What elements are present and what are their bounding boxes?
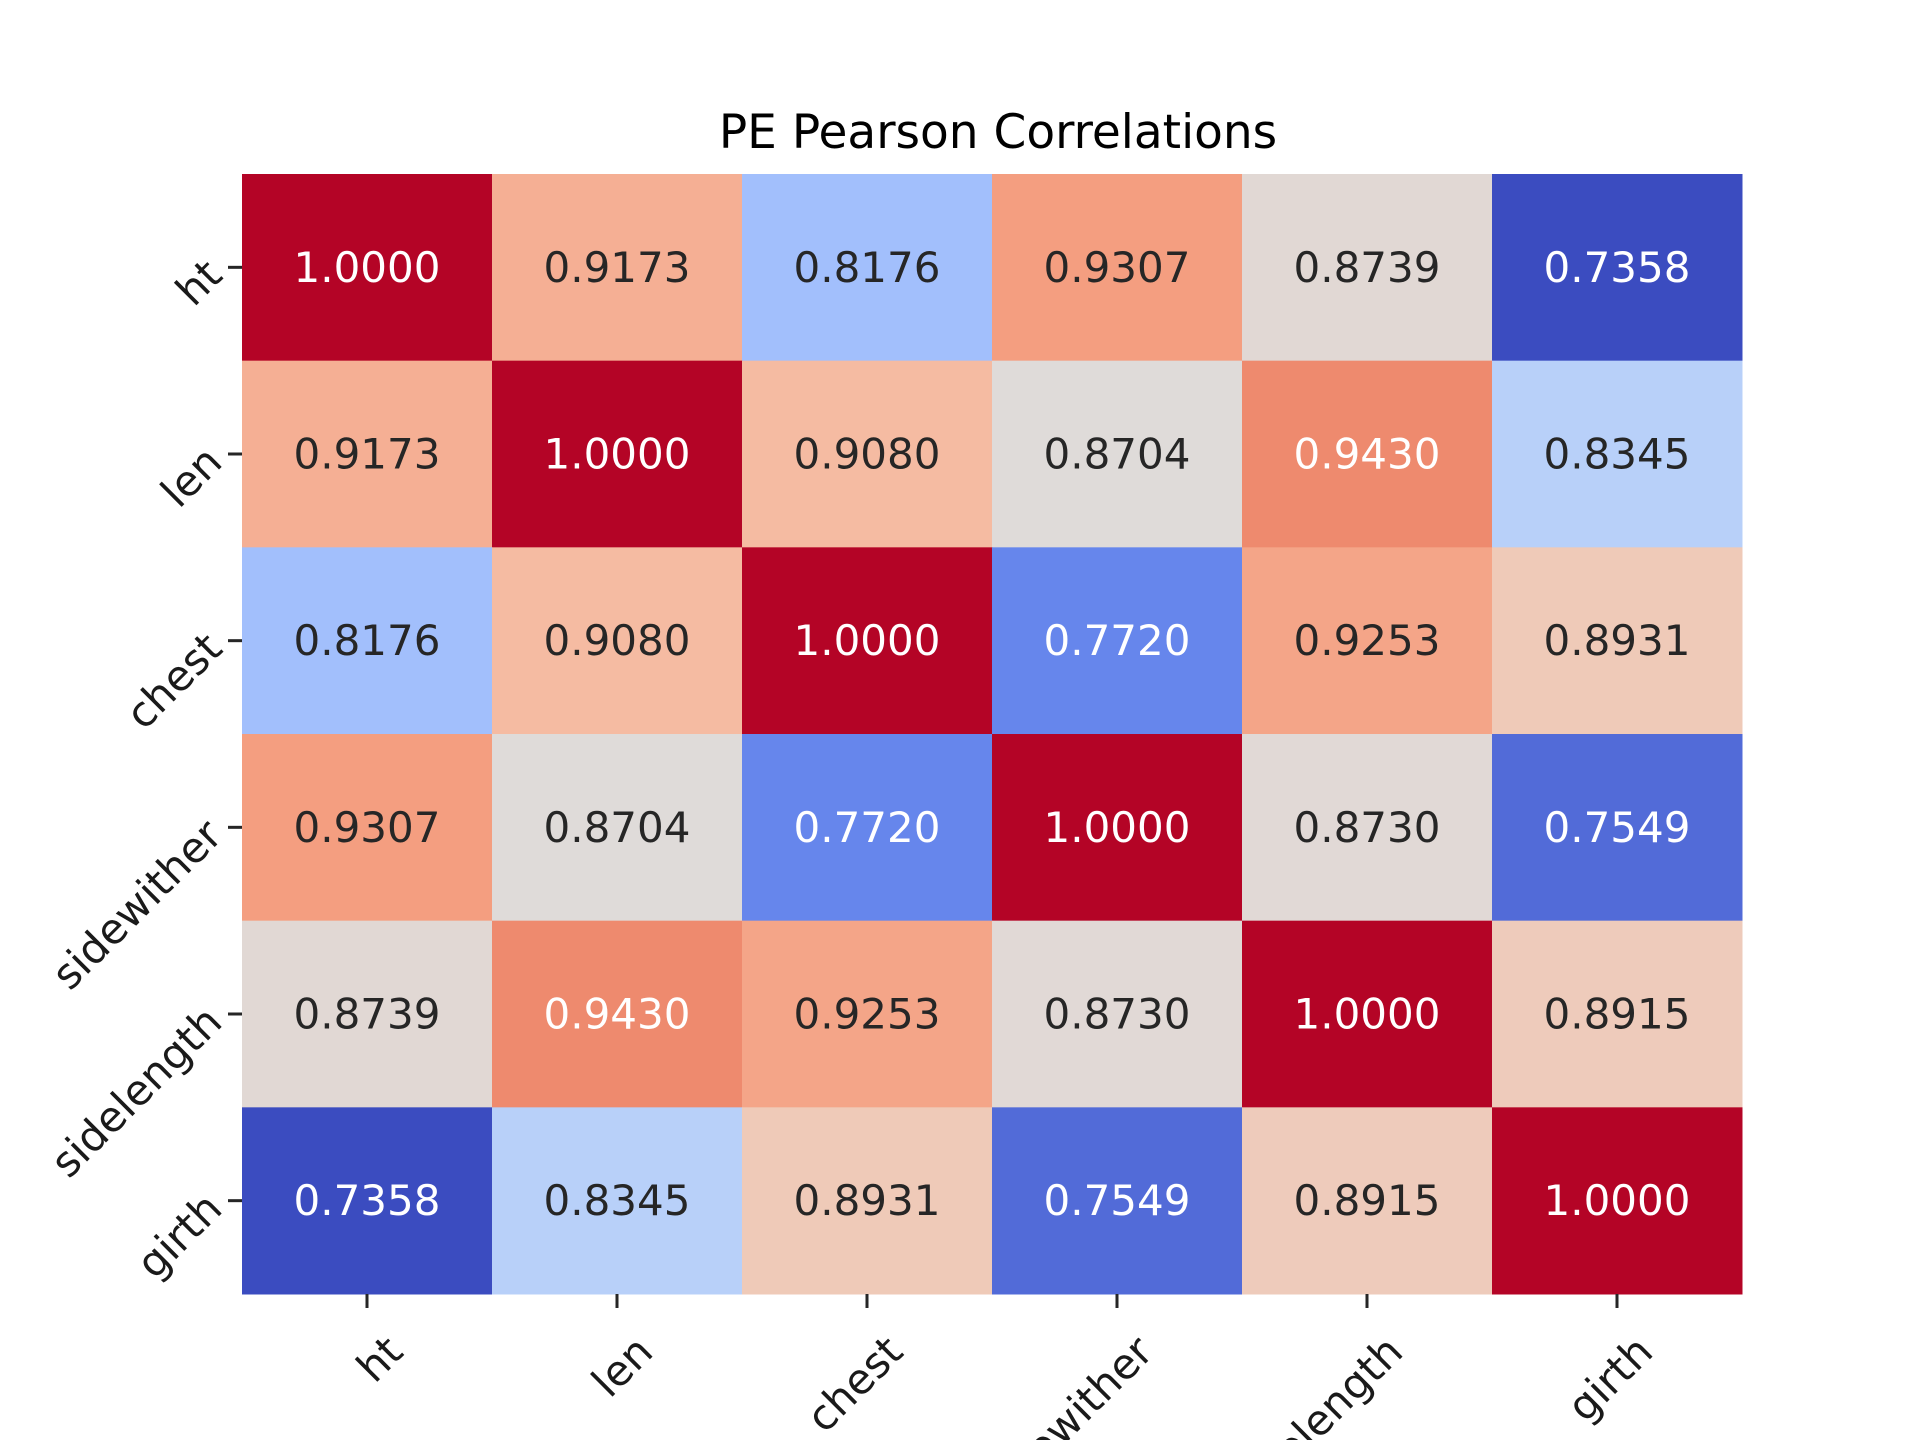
cell-value-label: 0.7358 — [294, 1176, 441, 1225]
heatmap-cell-girth-sidewither — [992, 1107, 1243, 1295]
cell-value-label: 0.8739 — [294, 990, 441, 1039]
cell-value-label: 0.9173 — [294, 430, 441, 479]
heatmap-cell-chest-chest — [742, 547, 993, 735]
cell-value-label: 1.0000 — [544, 430, 691, 479]
heatmap-cell-girth-chest — [742, 1107, 993, 1295]
cell-value-label: 0.9253 — [794, 990, 941, 1039]
heatmap-cell-chest-sidewither — [992, 547, 1243, 735]
heatmap-cell-ht-ht — [242, 174, 493, 362]
heatmap-cell-sidewither-ht — [242, 734, 493, 922]
heatmap-cell-sidewither-sidewither — [992, 734, 1243, 922]
cell-value-label: 1.0000 — [1294, 990, 1441, 1039]
cell-value-label: 0.8931 — [1544, 616, 1691, 665]
cell-value-label: 1.0000 — [1044, 803, 1191, 852]
heatmap-cell-ht-girth — [1492, 174, 1743, 362]
x-tick-label-ht: ht — [347, 1326, 412, 1391]
heatmap-cell-sidelength-sidewither — [992, 920, 1243, 1108]
heatmap-cell-sidewither-len — [492, 734, 743, 922]
heatmap-cell-girth-girth — [1492, 1107, 1743, 1295]
heatmap-cell-chest-girth — [1492, 547, 1743, 735]
x-tick-label-sidewither: sidewither — [973, 1326, 1163, 1440]
y-tick-label-sidelength: sidelength — [41, 997, 231, 1187]
cell-value-label: 0.7720 — [1044, 616, 1191, 665]
heatmap-cell-len-sidelength — [1242, 360, 1493, 548]
y-tick-label-chest: chest — [116, 623, 231, 738]
y-tick-label-sidewither: sidewither — [42, 809, 232, 999]
x-tick-label-chest: chest — [797, 1326, 912, 1440]
cell-value-label: 1.0000 — [794, 616, 941, 665]
cell-value-label: 0.9307 — [1044, 243, 1191, 292]
cell-value-label: 0.8730 — [1044, 990, 1191, 1039]
cell-value-label: 0.9430 — [1294, 430, 1441, 479]
heatmap-cell-sidewither-chest — [742, 734, 993, 922]
cell-value-label: 1.0000 — [294, 243, 441, 292]
cell-value-label: 0.8704 — [544, 803, 691, 852]
heatmap-cells: 1.0000 0.9173 0.8176 0.9307 0.8739 0.7358 0.91… — [242, 174, 1743, 1295]
heatmap-cell-girth-len — [492, 1107, 743, 1295]
cell-value-label: 0.8345 — [1544, 430, 1691, 479]
heatmap-cell-len-len — [492, 360, 743, 548]
cell-value-label: 0.7549 — [1044, 1176, 1191, 1225]
heatmap-cell-sidelength-girth — [1492, 920, 1743, 1108]
heatmap-cell-len-chest — [742, 360, 993, 548]
cell-value-label: 0.9173 — [544, 243, 691, 292]
heatmap-cell-len-sidewither — [992, 360, 1243, 548]
cell-value-label: 0.8739 — [1294, 243, 1441, 292]
cell-value-label: 0.7358 — [1544, 243, 1691, 292]
y-tick-label-ht: ht — [166, 250, 231, 315]
cell-value-label: 0.8345 — [544, 1176, 691, 1225]
cell-value-label: 0.9080 — [794, 430, 941, 479]
heatmap-cell-sidewither-sidelength — [1242, 734, 1493, 922]
heatmap-cell-sidewither-girth — [1492, 734, 1743, 922]
cell-value-label: 0.7720 — [794, 803, 941, 852]
x-axis: ht len chest sidewither sidelength girth — [347, 1294, 1662, 1445]
heatmap-cell-ht-sidelength — [1242, 174, 1493, 362]
heatmap-cell-sidelength-len — [492, 920, 743, 1108]
cell-value-label: 0.8176 — [294, 616, 441, 665]
x-tick-label-len: len — [582, 1326, 662, 1406]
cell-value-label: 0.8176 — [794, 243, 941, 292]
cell-value-label: 0.9253 — [1294, 616, 1441, 665]
heatmap-cell-girth-sidelength — [1242, 1107, 1493, 1295]
cell-value-label: 0.8915 — [1294, 1176, 1441, 1225]
heatmap-cell-sidelength-ht — [242, 920, 493, 1108]
chart-title: PE Pearson Correlations — [719, 105, 1277, 160]
cell-value-label: 1.0000 — [1544, 1176, 1691, 1225]
cell-value-label: 0.9307 — [294, 803, 441, 852]
cell-value-label: 0.8730 — [1294, 803, 1441, 852]
x-tick-label-sidelength: sidelength — [1222, 1326, 1412, 1440]
heatmap-cell-sidelength-chest — [742, 920, 993, 1108]
cell-value-label: 0.8931 — [794, 1176, 941, 1225]
cell-value-label: 0.8704 — [1044, 430, 1191, 479]
y-tick-label-girth: girth — [127, 1183, 231, 1287]
heatmap-cell-ht-chest — [742, 174, 993, 362]
heatmap-cell-ht-len — [492, 174, 743, 362]
y-tick-label-len: len — [151, 437, 231, 517]
heatmap-cell-ht-sidewither — [992, 174, 1243, 362]
cell-value-label: 0.8915 — [1544, 990, 1691, 1039]
heatmap-cell-chest-sidelength — [1242, 547, 1493, 735]
heatmap-cell-chest-ht — [242, 547, 493, 735]
heatmap-cell-len-girth — [1492, 360, 1743, 548]
heatmap-cell-chest-len — [492, 547, 743, 735]
heatmap-cell-sidelength-sidelength — [1242, 920, 1493, 1108]
heatmap-cell-girth-ht — [242, 1107, 493, 1295]
cell-value-label: 0.9430 — [544, 990, 691, 1039]
x-tick-label-girth: girth — [1558, 1326, 1662, 1430]
cell-value-label: 0.7549 — [1544, 803, 1691, 852]
heatmap-cell-len-ht — [242, 360, 493, 548]
cell-value-label: 0.9080 — [544, 616, 691, 665]
